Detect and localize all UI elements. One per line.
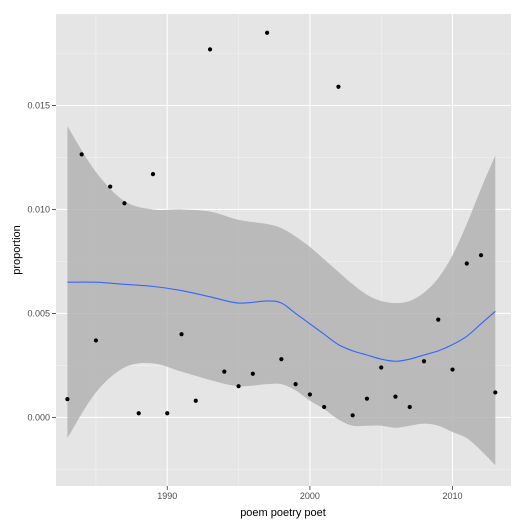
data-point: [350, 413, 355, 418]
data-point: [222, 369, 227, 374]
y-tick-label: 0.005: [27, 308, 50, 318]
data-point: [336, 84, 341, 89]
data-point: [436, 317, 441, 322]
y-axis-ticks: 0.000 0.005 0.010 0.015: [27, 100, 56, 422]
data-point: [279, 357, 284, 362]
data-point: [322, 404, 327, 410]
data-point: [364, 396, 370, 401]
data-points: [65, 30, 498, 418]
data-point: [65, 396, 70, 402]
data-point: [93, 338, 99, 343]
data-point: [264, 30, 270, 35]
y-tick-label: 0.010: [27, 204, 50, 214]
data-point: [421, 359, 427, 364]
data-point: [193, 398, 198, 403]
smoothed-trend-line: [67, 281, 496, 362]
x-axis-ticks: 1990 2000 2010: [157, 486, 463, 501]
data-point: [464, 261, 469, 266]
data-point: [250, 371, 255, 376]
data-point: [179, 332, 184, 337]
y-tick-label: 0.000: [27, 412, 50, 422]
y-tick-label: 0.015: [27, 100, 50, 110]
data-point: [207, 47, 213, 52]
data-point: [379, 365, 384, 370]
data-point: [478, 253, 484, 258]
data-point: [136, 411, 141, 416]
confidence-band: [67, 126, 496, 466]
data-point: [108, 184, 113, 189]
data-point: [407, 404, 412, 410]
data-point: [236, 384, 241, 389]
data-point: [165, 411, 170, 416]
x-axis-title: poem poetry poet: [240, 507, 326, 519]
data-point: [150, 172, 156, 177]
x-tick-label: 2010: [443, 491, 463, 501]
data-point: [122, 201, 127, 206]
data-point: [493, 390, 498, 395]
data-point: [293, 382, 298, 387]
data-point: [79, 152, 84, 157]
data-point: [450, 367, 455, 372]
x-tick-label: 1990: [157, 491, 177, 501]
data-point: [393, 394, 398, 399]
y-axis-title: proportion: [11, 225, 23, 275]
data-point: [307, 392, 312, 397]
x-tick-label: 2000: [300, 491, 320, 501]
